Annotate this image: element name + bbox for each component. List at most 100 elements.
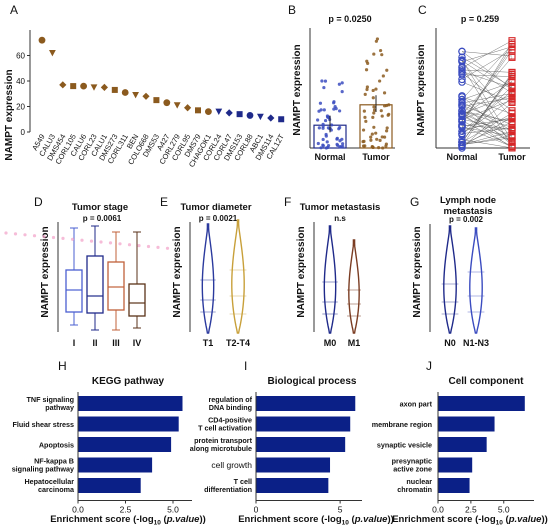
panel-a-point-corl279 xyxy=(173,102,181,109)
panel-b-point xyxy=(380,114,384,118)
j-bar-3 xyxy=(438,457,473,473)
panel-b-point xyxy=(363,115,367,119)
panel-d-overlay-dot xyxy=(146,244,151,249)
panel-d-overlay-dot xyxy=(13,232,18,236)
panel-d-ylabel: NAMPT expression xyxy=(40,226,51,317)
panel-d-overlay-dot xyxy=(165,246,170,250)
panel-b-point xyxy=(335,137,339,141)
panel-a-point-cal12t xyxy=(278,116,285,123)
panel-d-overlay-dot xyxy=(23,233,27,237)
j-label-3: presynaptic active zone xyxy=(392,457,432,474)
i-bar-2 xyxy=(256,437,346,452)
panel-b-point xyxy=(379,48,383,53)
panel-b-point xyxy=(387,112,391,116)
panel-b-xlabel-normal: Normal xyxy=(314,152,345,162)
panel-b-point xyxy=(385,126,389,130)
panel-c-pair-line xyxy=(461,116,513,147)
panel-g-violin-n0 xyxy=(443,225,457,334)
panel-c-point-normal xyxy=(458,64,466,72)
panel-b-point xyxy=(372,105,376,109)
panel-b-point xyxy=(325,140,329,144)
panel-c-point-tumor xyxy=(508,137,516,145)
panel-c-pair-line xyxy=(461,105,513,125)
panel-b-point xyxy=(318,101,323,105)
panel-c-point-normal xyxy=(458,78,466,86)
panel-a-y-ticks: 0 20 40 60 xyxy=(16,52,30,137)
panel-d-xlabel-0: I xyxy=(73,338,76,348)
panel-c-point-normal xyxy=(458,67,466,76)
panel-c-point-tumor xyxy=(508,94,516,103)
panel-a-point-calu6 xyxy=(80,82,87,90)
panel-c-point-normal xyxy=(458,92,466,100)
panel-b-point xyxy=(322,85,326,90)
panel-i-title: Biological process xyxy=(268,376,357,387)
i-bar-3 xyxy=(256,457,331,473)
panel-a-point-dms53 xyxy=(153,97,160,104)
panel-c-point-normal xyxy=(458,130,466,138)
panel-c-annotation: p = 0.259 xyxy=(461,14,499,24)
panel-b-point xyxy=(377,145,381,150)
i-bar-1 xyxy=(256,416,351,432)
panel-d-box-2 xyxy=(107,261,125,311)
h-label-4: Hepatocellular carcinoma xyxy=(24,477,75,494)
panel-b-point xyxy=(372,125,376,129)
panel-a-point-corl47 xyxy=(225,109,233,117)
panel-c-point-tumor xyxy=(508,132,516,140)
panel-j-bars xyxy=(438,396,525,493)
panel-label-j: J xyxy=(426,359,432,373)
panel-h-title: KEGG pathway xyxy=(92,376,165,387)
panel-c: p = 0.259 NAMPT expression Normal Tumor xyxy=(416,14,530,162)
i-label-2: protein transport along microtubule xyxy=(190,436,253,453)
panel-g-title-2: metastasis xyxy=(443,206,492,217)
panel-d-overlay-dot xyxy=(61,236,65,240)
panel-d-overlay-dot xyxy=(137,244,141,248)
panel-b-point xyxy=(336,143,340,148)
panel-b-point xyxy=(370,132,374,136)
panel-b-point xyxy=(366,61,370,65)
panel-c-pair-line xyxy=(461,82,513,100)
panel-d-overlay-dot xyxy=(80,238,84,242)
panel-c-pair-line xyxy=(461,74,513,77)
panel-c-point-normal xyxy=(458,121,466,129)
panel-b-point xyxy=(364,119,368,123)
panel-f-violins xyxy=(322,225,361,334)
panel-b-point xyxy=(326,126,331,130)
panel-b-point xyxy=(319,108,323,112)
panel-c-point-normal xyxy=(458,110,466,118)
panel-c-pair-line xyxy=(461,76,513,143)
panel-c-point-tumor xyxy=(508,37,516,45)
panel-b-point xyxy=(371,96,375,100)
panel-c-point-tumor xyxy=(508,77,516,85)
panel-c-point-tumor xyxy=(508,68,516,76)
panel-f-ylabel: NAMPT expression xyxy=(296,226,307,317)
j-xtick-0: 0.0 xyxy=(432,505,444,515)
panel-c-point-normal xyxy=(458,47,466,56)
h-bar-4 xyxy=(78,478,141,493)
panel-b-point xyxy=(317,126,321,130)
panel-j: Cell component axon part membrane region s… xyxy=(372,376,548,527)
panel-d-overlay-dot xyxy=(127,243,132,247)
panel-d-x-labels: I II III IV xyxy=(73,338,142,348)
panel-d-overlay-dot xyxy=(42,235,46,239)
panel-e: Tumor diameter p = 0.0021 NAMPT expressi… xyxy=(172,202,252,348)
i-label-3: cell growth xyxy=(211,460,252,470)
panel-d-xlabel-3: IV xyxy=(133,338,142,348)
panel-g-ylabel: NAMPT expression xyxy=(412,226,423,317)
panel-b-point xyxy=(324,134,328,138)
panel-e-violin-t2t4 xyxy=(231,219,245,334)
panel-c-pair-line xyxy=(461,110,513,128)
panel-c-pair-line xyxy=(461,51,513,89)
panel-c-pair-line xyxy=(461,40,513,69)
panel-b-point xyxy=(324,146,328,150)
panel-c-ylabel: NAMPT expression xyxy=(416,44,427,135)
panel-g-xlabel-n1n3: N1-N3 xyxy=(463,338,489,348)
h-label-0: TNF signaling pathway xyxy=(26,395,74,412)
panel-e-ylabel: NAMPT expression xyxy=(172,226,183,317)
panel-d-box-0 xyxy=(65,269,83,313)
panel-f-annotation: n.s xyxy=(334,214,346,223)
panel-a-point-dms114 xyxy=(267,114,275,122)
panel-b-point xyxy=(337,82,341,86)
panel-c-point-normal xyxy=(458,140,466,149)
panel-b-point xyxy=(333,105,337,109)
panel-d-overlay-dot xyxy=(156,245,160,249)
